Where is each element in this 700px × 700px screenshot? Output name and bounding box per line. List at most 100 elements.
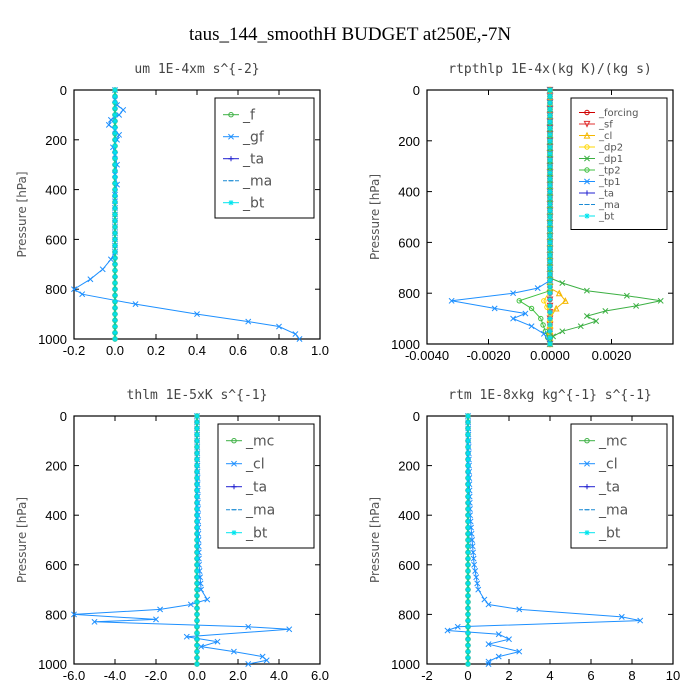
data-point <box>510 315 517 322</box>
data-point <box>547 131 553 138</box>
data-point <box>112 323 118 330</box>
legend-label: _ma <box>245 503 275 519</box>
data-point <box>465 543 471 549</box>
data-point <box>547 138 553 144</box>
legend-marker <box>228 112 234 118</box>
panel-title: rtpthlp 1E-4x(kg K)/(kg s) <box>448 62 652 77</box>
data-point <box>547 258 553 265</box>
y-axis-label: Pressure [hPa] <box>368 174 382 260</box>
data-point <box>577 323 584 330</box>
legend-marker <box>584 109 590 116</box>
legend-label: _bt <box>598 526 621 542</box>
data-point <box>547 201 553 207</box>
data-point <box>194 311 200 318</box>
data-point <box>465 611 471 617</box>
series-bt <box>547 87 553 347</box>
x-tick-label: -2 <box>421 668 433 683</box>
legend-label: _f <box>242 108 256 124</box>
legend-marker <box>583 120 591 128</box>
data-point <box>194 587 200 593</box>
data-point <box>465 531 471 537</box>
legend-label: _gf <box>242 130 265 146</box>
data-point <box>194 531 200 537</box>
y-tick-label: 1000 <box>38 657 67 672</box>
y-tick-label: 600 <box>398 235 420 250</box>
data-point <box>485 661 492 667</box>
data-point <box>153 616 159 623</box>
legend: _mc _cl _ta _ma _bt <box>570 423 668 549</box>
data-point <box>633 302 640 309</box>
legend-marker <box>228 133 234 140</box>
x-tick-label: 4 <box>546 668 553 683</box>
x-tick-label: 0.0000 <box>530 348 570 363</box>
data-point <box>112 286 118 292</box>
data-point <box>194 425 200 431</box>
data-point <box>194 413 200 419</box>
data-point <box>194 549 200 555</box>
data-point <box>112 330 118 336</box>
series-bt <box>194 413 200 667</box>
x-tick-label: 6 <box>587 668 594 683</box>
y-tick-label: 1000 <box>391 657 420 672</box>
data-point <box>194 481 200 487</box>
data-point <box>112 130 118 137</box>
data-point <box>465 642 471 648</box>
data-point <box>112 292 118 299</box>
y-tick-label: 200 <box>45 133 67 148</box>
data-point <box>245 623 252 630</box>
data-point <box>547 150 553 157</box>
data-point <box>485 658 492 665</box>
data-point <box>71 286 77 293</box>
data-point <box>112 193 118 199</box>
y-tick-label: 800 <box>398 286 420 301</box>
data-point <box>194 469 200 475</box>
data-point <box>534 285 541 292</box>
data-point <box>547 233 553 239</box>
data-point <box>194 432 200 438</box>
y-tick-label: 600 <box>45 558 67 573</box>
data-point <box>194 624 200 630</box>
data-point <box>528 323 535 330</box>
legend-label: _cl <box>598 457 618 473</box>
data-point <box>194 556 200 562</box>
data-point <box>112 205 118 211</box>
data-point <box>471 561 478 568</box>
data-point <box>292 331 299 337</box>
y-tick-label: 200 <box>398 134 420 149</box>
figure-title: taus_144_smoothH BUDGET at250E,-7N <box>189 24 511 45</box>
data-point <box>194 444 200 450</box>
data-point <box>263 657 270 664</box>
y-tick-label: 400 <box>45 508 67 523</box>
data-point <box>547 106 553 112</box>
data-point <box>547 246 553 252</box>
x-tick-label: 2.0 <box>229 668 247 683</box>
x-tick-label: 0.8 <box>270 343 288 358</box>
data-point <box>194 642 200 648</box>
data-point <box>547 277 553 284</box>
data-point <box>495 653 502 660</box>
data-point <box>465 494 471 500</box>
legend-marker <box>231 530 237 536</box>
legend-marker <box>584 460 590 467</box>
data-point <box>194 500 200 506</box>
data-point <box>618 613 625 620</box>
data-point <box>602 308 609 314</box>
data-point <box>465 413 471 419</box>
x-tick-label: -2.0 <box>145 668 167 683</box>
data-point <box>194 525 200 531</box>
data-point <box>112 311 118 317</box>
data-point <box>112 236 118 242</box>
data-point <box>465 605 471 611</box>
data-point <box>559 328 566 335</box>
data-point <box>593 318 600 325</box>
legend-label: _bt <box>598 212 614 223</box>
data-point <box>194 512 200 518</box>
data-point <box>112 149 118 155</box>
data-point <box>465 562 471 568</box>
data-point <box>465 450 471 456</box>
data-point <box>112 137 118 143</box>
legend-label: _ma <box>598 200 620 211</box>
x-tick-label: -4.0 <box>104 668 126 683</box>
data-point <box>112 174 118 180</box>
legend-label: _tp2 <box>598 166 621 177</box>
